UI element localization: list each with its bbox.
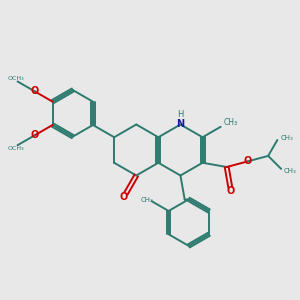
Text: O: O [30, 130, 39, 140]
Text: O: O [226, 187, 234, 196]
Text: H: H [177, 110, 184, 119]
Text: OCH₃: OCH₃ [7, 76, 24, 81]
Text: CH₃: CH₃ [284, 168, 297, 174]
Text: CH₃: CH₃ [224, 118, 238, 127]
Text: N: N [176, 119, 184, 130]
Text: O: O [244, 156, 252, 166]
Text: CH₃: CH₃ [140, 197, 153, 203]
Text: OCH₃: OCH₃ [7, 146, 24, 151]
Text: CH₃: CH₃ [280, 135, 293, 141]
Text: O: O [30, 86, 39, 96]
Text: O: O [120, 193, 128, 202]
